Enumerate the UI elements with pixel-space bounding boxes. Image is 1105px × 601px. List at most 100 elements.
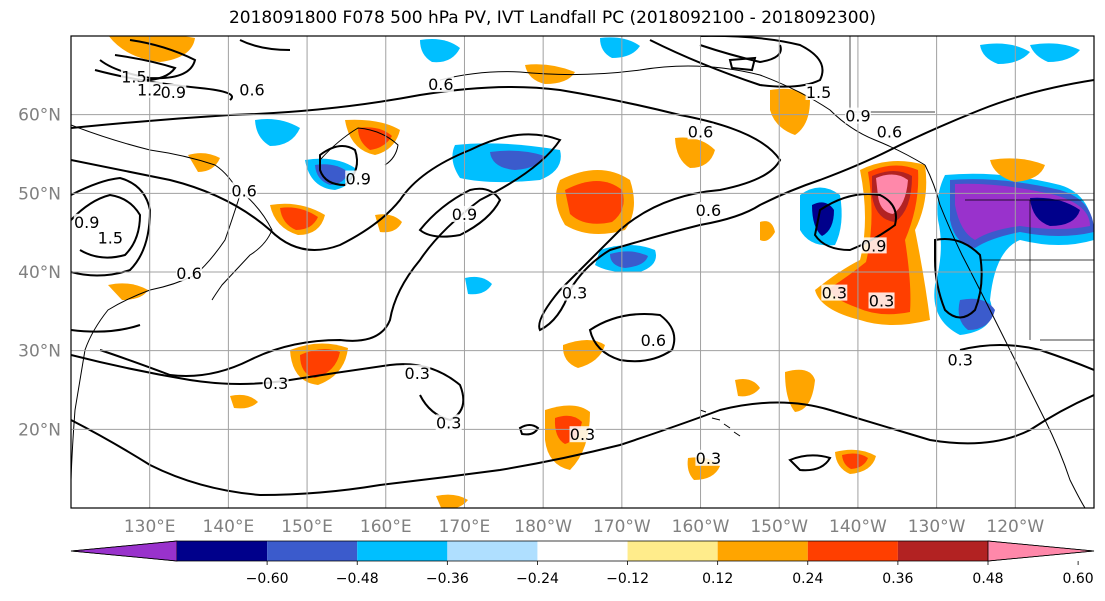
colorbar-tick-label: −0.24 [516, 571, 559, 587]
contour-label-bg [262, 375, 289, 392]
lat-tick-label: 20°N [18, 420, 61, 440]
lon-tick-label: 160°W [672, 517, 730, 537]
lon-tick-label: 160°E [360, 517, 412, 537]
colorbar-tick-label: 0.60 [1063, 571, 1094, 587]
contour-label-bg [695, 449, 722, 466]
contour-label-bg [238, 81, 265, 98]
lat-tick-label: 40°N [18, 263, 61, 283]
contour-label: 1.5 [98, 229, 123, 248]
lon-tick-label: 170°W [593, 517, 651, 537]
colorbar-tick-label: 0.24 [792, 571, 823, 587]
anomaly-negative [1030, 43, 1080, 62]
north-america-coastline [924, 164, 1086, 508]
contour-label: 0.3 [570, 425, 595, 444]
contour-label: 0.3 [696, 449, 721, 468]
contour-label-bg [231, 182, 258, 199]
contour-label: 0.6 [688, 122, 713, 141]
contour-label-bg [427, 76, 454, 93]
lon-tick-label: 140°E [203, 517, 255, 537]
anomaly-negative [980, 43, 1030, 64]
colorbar-tick-label: 0.36 [882, 571, 913, 587]
colorbar-tick-label: −0.60 [246, 571, 289, 587]
contour-label-bg [451, 205, 478, 222]
colorbar-segment [177, 541, 268, 561]
contour-label: 0.6 [877, 122, 902, 141]
contour-label: 0.3 [436, 413, 461, 432]
contour-label-bg [821, 284, 848, 301]
colorbar-segment [537, 541, 628, 561]
contour-label: 0.9 [845, 107, 870, 126]
anomaly-positive [280, 207, 318, 230]
lat-tick-label: 60°N [18, 106, 61, 126]
map-plot-area: 1.51.20.9 0.6 0.60.61.50.90.60.90.60.91.50… [71, 36, 1094, 508]
lon-tick-label: 130°W [908, 517, 966, 537]
colorbar-tick-label: −0.48 [336, 571, 379, 587]
lat-tick-label: 30°N [18, 342, 61, 362]
colorbar-extend-high [987, 540, 1095, 562]
contour-label-bg [695, 202, 722, 218]
lon-tick-label: 150°E [281, 517, 333, 537]
anomaly-negative [1030, 197, 1080, 226]
lon-tick-label: 180°W [514, 517, 572, 537]
colorbar-segment [357, 541, 448, 561]
contour-label-bg [805, 84, 832, 100]
colorbar-segment [717, 541, 808, 561]
contour-label: 0.6 [428, 75, 453, 94]
contour-label-bg [569, 426, 596, 443]
colorbar-tick-label: −0.12 [606, 571, 649, 587]
anomaly-positive [770, 88, 810, 135]
contour-label: 0.9 [161, 83, 186, 102]
contour-label-bg [136, 81, 163, 98]
colorbar-tick-labels: −0.60 −0.48 −0.36 −0.24 −0.12 0.12 0.24 0.36 0.4… [246, 561, 1094, 587]
lat-tick-label: 50°N [18, 184, 61, 204]
contour-label: 0.3 [405, 364, 430, 383]
contour-label: 0.9 [346, 170, 371, 189]
contour-label: 0.9 [861, 236, 886, 255]
anomaly-positive [735, 379, 760, 397]
anomaly-negative [465, 276, 492, 295]
colorbar-segment [897, 541, 988, 561]
contour-label: 0.6 [696, 201, 721, 220]
anomaly-positive [562, 340, 605, 368]
contour-label-bg [160, 84, 187, 100]
anomaly-positive [990, 158, 1045, 182]
colorbar-tick-label: 0.48 [972, 571, 1003, 587]
longitude-labels: 130°E 140°E 150°E 160°E 170°E 180°W 170°W 160°W… [124, 517, 1045, 537]
contour-label: 0.3 [263, 374, 288, 393]
anomaly-negative [315, 164, 348, 185]
latitude-labels: 20°N 30°N 40°N 50°N 60°N [18, 106, 61, 441]
anomaly-positive [358, 127, 392, 150]
contour-label-bg [404, 364, 431, 381]
contour-labels: 1.51.20.9 0.6 0.60.61.50.90.60.90.60.91.50… [73, 67, 974, 468]
contour-label: 1.5 [806, 83, 831, 102]
lon-tick-label: 120°W [986, 517, 1044, 537]
contour-label-bg [435, 414, 462, 431]
contour-label: 1.2 [137, 81, 162, 100]
lon-tick-label: 150°W [750, 517, 808, 537]
contour-label: 0.3 [822, 284, 847, 303]
anomaly-positive [436, 494, 468, 508]
lon-tick-label: 170°E [439, 517, 491, 537]
colorbar-segment [267, 541, 358, 561]
alaska-coastline [439, 65, 926, 166]
contour-label-bg [640, 331, 667, 348]
colorbar [70, 540, 1095, 562]
contour-label: 0.3 [869, 291, 894, 310]
shaded-anomalies [108, 36, 1094, 508]
contour-label: 0.6 [176, 264, 201, 283]
anomaly-positive [188, 153, 220, 172]
contour-label-bg [876, 123, 903, 140]
contour-label-bg [120, 68, 147, 85]
map-frame [70, 35, 1095, 509]
anomaly-positive [842, 453, 868, 469]
contour-label-bg [176, 264, 203, 281]
contour-label-bg [868, 292, 895, 309]
anomaly-negative [958, 298, 995, 330]
chart-title: 2018091800 F078 500 hPa PV, IVT Landfall… [228, 8, 876, 28]
contour-label: 0.6 [239, 81, 264, 100]
hawaii-islands [699, 409, 741, 437]
colorbar-tick-label: −0.36 [426, 571, 469, 587]
anomaly-positive [230, 394, 258, 409]
anomaly-negative [490, 150, 545, 170]
contour-label-bg [97, 229, 124, 246]
